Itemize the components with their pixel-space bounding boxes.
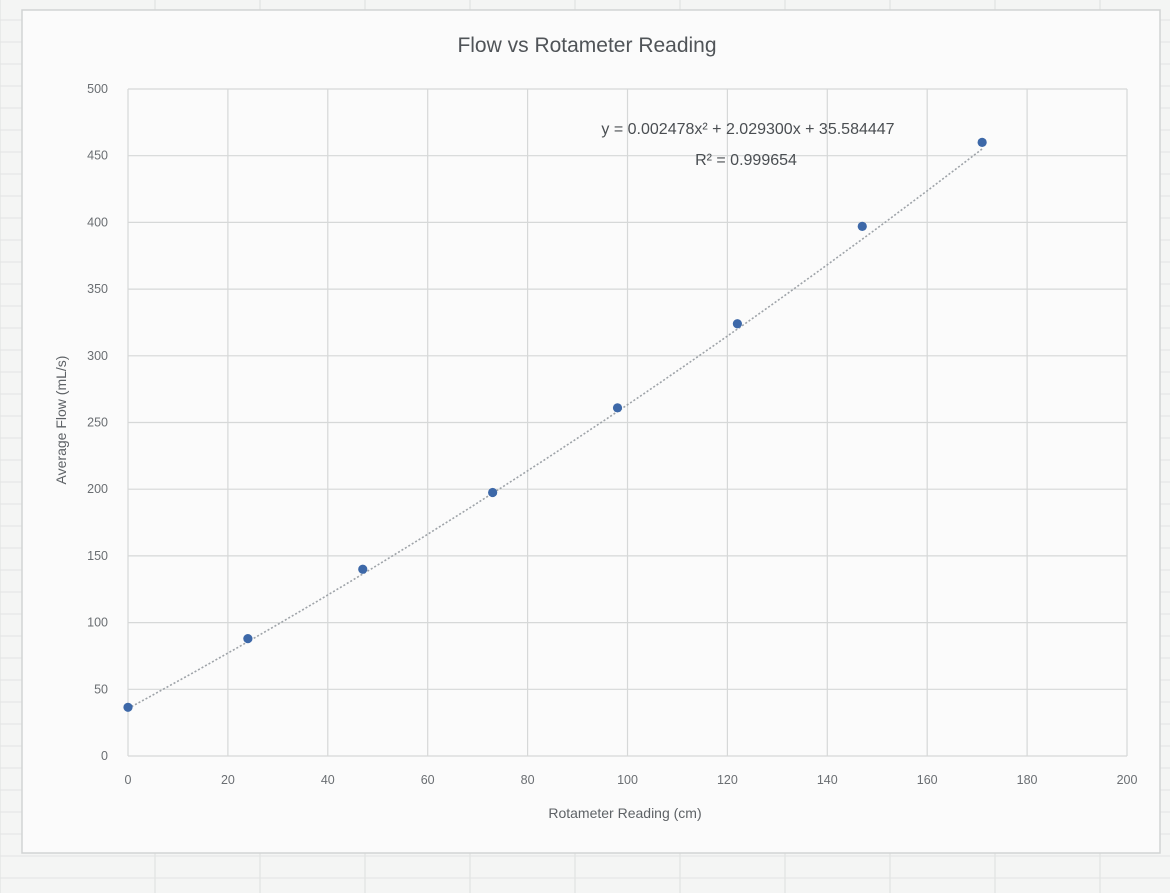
x-tick-label: 60 — [421, 773, 435, 787]
x-tick-label: 20 — [221, 773, 235, 787]
data-point[interactable] — [612, 403, 623, 413]
trendline — [127, 148, 983, 710]
y-tick-label: 400 — [87, 215, 108, 229]
y-tick-label: 50 — [94, 682, 108, 696]
y-tick-label: 500 — [87, 82, 108, 96]
x-tick-label: 80 — [521, 773, 535, 787]
y-tick-label: 200 — [87, 482, 108, 496]
x-tick-label: 140 — [817, 773, 838, 787]
y-tick-label: 100 — [87, 616, 108, 630]
x-tick-label: 200 — [1117, 773, 1138, 787]
data-point[interactable] — [358, 564, 368, 574]
plot-gridlines — [127, 88, 1128, 757]
y-axis-label: Average Flow (mL/s) — [53, 356, 69, 485]
y-tick-label: 0 — [101, 749, 108, 763]
x-tick-label: 180 — [1017, 773, 1038, 787]
series-points — [123, 137, 987, 712]
data-point[interactable] — [977, 137, 987, 147]
x-axis-label: Rotameter Reading (cm) — [548, 805, 701, 821]
x-tick-label: 0 — [125, 773, 132, 787]
x-tick-label: 40 — [321, 773, 335, 787]
y-tick-label: 300 — [87, 349, 108, 363]
data-point[interactable] — [488, 487, 498, 498]
chart-area[interactable] — [21, 9, 1161, 854]
x-tick-label: 160 — [917, 773, 938, 787]
y-axis-tick-labels: 0 50 100 150 200 250 300 350 400 450 500 — [87, 82, 108, 763]
y-tick-label: 350 — [87, 282, 108, 296]
y-tick-label: 150 — [87, 549, 108, 563]
x-tick-label: 120 — [717, 773, 738, 787]
trendline-equation: y = 0.002478x² + 2.029300x + 35.584447 — [601, 121, 894, 138]
y-tick-label: 450 — [87, 149, 108, 163]
trendline-r-squared: R² = 0.999654 — [695, 152, 797, 169]
data-point[interactable] — [732, 319, 742, 329]
data-point[interactable] — [243, 634, 253, 644]
data-point[interactable] — [857, 221, 867, 232]
x-axis-tick-labels: 0 20 40 60 80 100 120 140 160 180 200 — [125, 773, 1138, 787]
data-point[interactable] — [123, 702, 133, 712]
chart-title: Flow vs Rotameter Reading — [457, 34, 716, 57]
y-tick-label: 250 — [87, 416, 108, 430]
x-tick-label: 100 — [617, 773, 638, 787]
